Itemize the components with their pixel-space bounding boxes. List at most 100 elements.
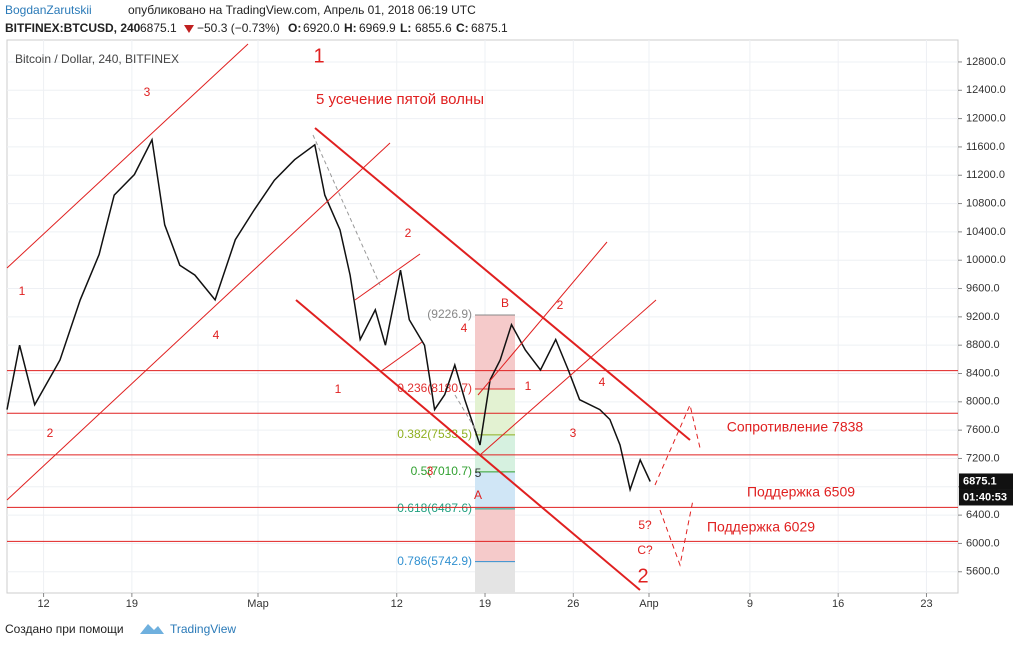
footer-text: Создано при помощи xyxy=(5,622,124,636)
wave-label: 1 xyxy=(335,382,342,396)
wave-label: 3 xyxy=(427,464,434,478)
fib-label: 0.5(7010.7) xyxy=(411,464,472,478)
plot-area: 5600.06000.06400.06800.07200.07600.08000… xyxy=(6,39,1013,610)
y-tick-label: 7600.0 xyxy=(966,424,1000,436)
ohlc-key: L: xyxy=(400,21,411,35)
y-tick-label: 5600.0 xyxy=(966,566,1000,578)
channel-line xyxy=(295,299,641,591)
x-tick-label: 23 xyxy=(920,598,932,610)
y-tick-label: 7200.0 xyxy=(966,452,1000,464)
timer: 01:40:53 xyxy=(963,491,1007,503)
wave-label: 4 xyxy=(599,375,606,389)
x-tick-label: 26 xyxy=(567,598,579,610)
wave-label: 5? xyxy=(638,518,652,532)
y-tick-label: 10800.0 xyxy=(966,197,1006,209)
level-label: Сопротивление 7838 xyxy=(727,419,864,435)
y-tick-label: 12400.0 xyxy=(966,84,1006,96)
annotation: 5 усечение пятой волны xyxy=(316,91,484,108)
fib-label: (9226.9) xyxy=(427,307,472,321)
projection xyxy=(654,403,701,486)
drawings xyxy=(6,43,701,591)
y-tick-label: 12800.0 xyxy=(966,56,1006,68)
published: опубликовано на TradingView.com, Апрель … xyxy=(128,3,476,17)
level-label: Поддержка 6029 xyxy=(707,519,815,535)
ohlc-key: O: xyxy=(288,21,301,35)
x-tick-label: Мар xyxy=(247,598,269,610)
wave-label: 2 xyxy=(47,426,54,440)
wave-line xyxy=(454,394,478,433)
symbol: BITFINEX:BTCUSD, 240 xyxy=(5,21,141,35)
wave-label: B xyxy=(501,296,509,310)
fib-zone xyxy=(475,314,515,390)
author[interactable]: BogdanZarutskii xyxy=(5,3,92,17)
timer-box xyxy=(959,489,1013,506)
fib-zone xyxy=(475,508,515,562)
channel-line xyxy=(6,43,249,269)
wave-label: 1 xyxy=(313,45,324,67)
x-tick-label: Апр xyxy=(639,598,658,610)
fib-zone xyxy=(475,389,515,435)
x-tick-label: 19 xyxy=(479,598,491,610)
ohlc-value: 6875.1 xyxy=(471,21,508,35)
price-line xyxy=(6,137,651,493)
channel-line xyxy=(379,341,423,373)
fib-label: 0.382(7533.5) xyxy=(397,427,472,441)
channel-line xyxy=(477,241,608,396)
wave-label: A xyxy=(474,488,482,502)
wave-label: 1 xyxy=(19,284,26,298)
wave-label: 3 xyxy=(144,85,151,99)
y-tick-label: 10000.0 xyxy=(966,254,1006,266)
fib-label: 0.236(8180.7) xyxy=(397,381,472,395)
annotations: 1 5 усечение пятой волны 3 1 2 4 2 1 3 4… xyxy=(19,45,864,587)
y-tick-label: 12000.0 xyxy=(966,113,1006,125)
fib-label: 0.786(5742.9) xyxy=(397,554,472,568)
x-tick-label: 16 xyxy=(832,598,844,610)
footer-brand[interactable]: TradingView xyxy=(170,622,236,636)
chart-title: Bitcoin / Dollar, 240, BITFINEX xyxy=(15,52,179,66)
channel-line xyxy=(479,299,657,456)
wave-label: 1 xyxy=(525,379,532,393)
down-arrow xyxy=(184,25,194,33)
wave-label: 2 xyxy=(557,298,564,312)
change: −50.3 (−0.73%) xyxy=(197,21,280,35)
x-tick-label: 12 xyxy=(391,598,403,610)
channel-line xyxy=(6,142,391,501)
price-tag-label: 6875.1 xyxy=(963,475,997,487)
x-tick-label: 12 xyxy=(37,598,49,610)
price-tag xyxy=(959,473,1013,490)
wave-line xyxy=(312,134,381,286)
ohlc-value: 6969.9 xyxy=(359,21,396,35)
y-tick-label: 11200.0 xyxy=(966,169,1005,181)
x-tick-label: 19 xyxy=(126,598,138,610)
ohlc-value: 6855.6 xyxy=(415,21,452,35)
level-label: Поддержка 6509 xyxy=(747,484,855,500)
ohlc: O: 6920.0 H: 6969.9 L: 6855.6 C: 6875.1 xyxy=(288,21,508,35)
wave-label: C? xyxy=(637,543,653,557)
projection xyxy=(659,499,694,567)
y-tick-label: 11600.0 xyxy=(966,141,1005,153)
channel-line xyxy=(314,127,691,441)
fib-label: 0.618(6487.6) xyxy=(397,501,472,515)
x-tick-label: 9 xyxy=(747,598,753,610)
wave-label: 3 xyxy=(570,426,577,440)
y-tick-label: 6400.0 xyxy=(966,509,1000,521)
wave-label: 4 xyxy=(213,328,220,342)
y-tick-label: 9200.0 xyxy=(966,311,1000,323)
wave-label: 2 xyxy=(405,226,412,240)
channel-line xyxy=(354,253,421,301)
fib-zone xyxy=(475,561,515,593)
tv-logo xyxy=(140,624,164,634)
ohlc-key: C: xyxy=(456,21,469,35)
y-tick-label: 10400.0 xyxy=(966,226,1006,238)
y-tick-label: 6000.0 xyxy=(966,537,1000,549)
y-tick-label: 9600.0 xyxy=(966,282,1000,294)
wave-label: 5 xyxy=(475,466,482,480)
wave-label: 4 xyxy=(461,321,468,335)
y-tick-label: 8400.0 xyxy=(966,367,1000,379)
y-tick-label: 8000.0 xyxy=(966,396,1000,408)
y-tick-label: 8800.0 xyxy=(966,339,1000,351)
ohlc-value: 6920.0 xyxy=(303,21,340,35)
wave-label: 2 xyxy=(637,565,648,587)
